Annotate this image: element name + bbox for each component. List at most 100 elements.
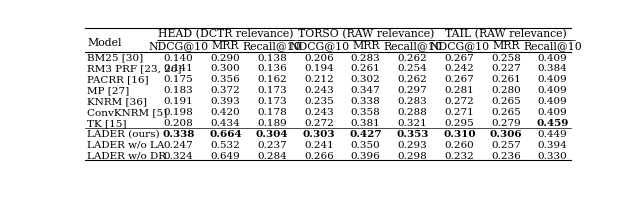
Text: 0.236: 0.236 xyxy=(491,152,521,161)
Text: 0.194: 0.194 xyxy=(304,64,334,73)
Text: BM25 [30]: BM25 [30] xyxy=(88,54,144,62)
Text: 0.290: 0.290 xyxy=(211,54,240,62)
Text: 0.254: 0.254 xyxy=(397,64,427,73)
Text: 0.409: 0.409 xyxy=(538,75,568,84)
Text: 0.304: 0.304 xyxy=(256,130,288,139)
Text: 0.372: 0.372 xyxy=(211,86,240,95)
Text: 0.265: 0.265 xyxy=(491,97,521,106)
Text: 0.321: 0.321 xyxy=(397,119,427,128)
Text: 0.427: 0.427 xyxy=(349,130,382,139)
Text: 0.232: 0.232 xyxy=(445,152,474,161)
Text: 0.141: 0.141 xyxy=(164,64,193,73)
Text: 0.302: 0.302 xyxy=(351,75,381,84)
Text: 0.310: 0.310 xyxy=(443,130,476,139)
Text: TK [15]: TK [15] xyxy=(88,119,127,128)
Text: 0.420: 0.420 xyxy=(211,108,240,117)
Text: 0.280: 0.280 xyxy=(491,86,521,95)
Text: 0.241: 0.241 xyxy=(304,141,334,150)
Text: 0.396: 0.396 xyxy=(351,152,381,161)
Text: 0.272: 0.272 xyxy=(445,97,474,106)
Text: 0.356: 0.356 xyxy=(211,75,240,84)
Text: 0.271: 0.271 xyxy=(445,108,474,117)
Text: 0.394: 0.394 xyxy=(538,141,568,150)
Text: 0.381: 0.381 xyxy=(351,119,381,128)
Text: 0.434: 0.434 xyxy=(211,119,240,128)
Text: NDCG@10: NDCG@10 xyxy=(148,41,209,51)
Text: TAIL (RAW relevance): TAIL (RAW relevance) xyxy=(445,29,567,39)
Text: 0.162: 0.162 xyxy=(257,75,287,84)
Text: 0.664: 0.664 xyxy=(209,130,242,139)
Text: 0.393: 0.393 xyxy=(211,97,240,106)
Text: 0.237: 0.237 xyxy=(257,141,287,150)
Text: 0.212: 0.212 xyxy=(304,75,334,84)
Text: 0.330: 0.330 xyxy=(538,152,568,161)
Text: 0.189: 0.189 xyxy=(257,119,287,128)
Text: 0.338: 0.338 xyxy=(163,130,195,139)
Text: MRR: MRR xyxy=(352,41,380,51)
Text: 0.242: 0.242 xyxy=(445,64,474,73)
Text: KNRM [36]: KNRM [36] xyxy=(88,97,147,106)
Text: TORSO (RAW relevance): TORSO (RAW relevance) xyxy=(298,29,434,39)
Text: 0.257: 0.257 xyxy=(491,141,521,150)
Text: LADER (ours): LADER (ours) xyxy=(88,130,160,139)
Text: 0.347: 0.347 xyxy=(351,86,381,95)
Text: 0.258: 0.258 xyxy=(491,54,521,62)
Text: PACRR [16]: PACRR [16] xyxy=(88,75,149,84)
Text: 0.288: 0.288 xyxy=(397,108,427,117)
Text: 0.261: 0.261 xyxy=(351,64,381,73)
Text: 0.243: 0.243 xyxy=(304,108,334,117)
Text: 0.140: 0.140 xyxy=(164,54,193,62)
Text: Recall@10: Recall@10 xyxy=(524,41,582,51)
Text: 0.243: 0.243 xyxy=(304,86,334,95)
Text: 0.260: 0.260 xyxy=(445,141,474,150)
Text: 0.300: 0.300 xyxy=(211,64,240,73)
Text: 0.206: 0.206 xyxy=(304,54,334,62)
Text: 0.283: 0.283 xyxy=(397,97,427,106)
Text: 0.261: 0.261 xyxy=(491,75,521,84)
Text: 0.183: 0.183 xyxy=(164,86,193,95)
Text: 0.449: 0.449 xyxy=(538,130,568,139)
Text: 0.279: 0.279 xyxy=(491,119,521,128)
Text: 0.384: 0.384 xyxy=(538,64,568,73)
Text: LADER w/o DR: LADER w/o DR xyxy=(88,152,166,161)
Text: 0.298: 0.298 xyxy=(397,152,427,161)
Text: MP [27]: MP [27] xyxy=(88,86,130,95)
Text: 0.409: 0.409 xyxy=(538,108,568,117)
Text: 0.295: 0.295 xyxy=(445,119,474,128)
Text: 0.191: 0.191 xyxy=(164,97,193,106)
Text: 0.138: 0.138 xyxy=(257,54,287,62)
Text: HEAD (DCTR relevance): HEAD (DCTR relevance) xyxy=(157,29,293,39)
Text: 0.293: 0.293 xyxy=(397,141,427,150)
Text: 0.262: 0.262 xyxy=(397,54,427,62)
Text: Recall@10: Recall@10 xyxy=(383,41,442,51)
Text: 0.338: 0.338 xyxy=(351,97,381,106)
Text: RM3 PRF [23, 26]: RM3 PRF [23, 26] xyxy=(88,64,182,73)
Text: 0.262: 0.262 xyxy=(397,75,427,84)
Text: 0.350: 0.350 xyxy=(351,141,381,150)
Text: 0.409: 0.409 xyxy=(538,86,568,95)
Text: 0.267: 0.267 xyxy=(445,54,474,62)
Text: MRR: MRR xyxy=(212,41,239,51)
Text: 0.306: 0.306 xyxy=(490,130,522,139)
Text: LADER w/o LA: LADER w/o LA xyxy=(88,141,165,150)
Text: 0.198: 0.198 xyxy=(164,108,193,117)
Text: 0.175: 0.175 xyxy=(164,75,193,84)
Text: 0.272: 0.272 xyxy=(304,119,334,128)
Text: 0.303: 0.303 xyxy=(303,130,335,139)
Text: 0.649: 0.649 xyxy=(211,152,240,161)
Text: 0.265: 0.265 xyxy=(491,108,521,117)
Text: NDCG@10: NDCG@10 xyxy=(289,41,349,51)
Text: 0.136: 0.136 xyxy=(257,64,287,73)
Text: 0.358: 0.358 xyxy=(351,108,381,117)
Text: 0.178: 0.178 xyxy=(257,108,287,117)
Text: 0.267: 0.267 xyxy=(445,75,474,84)
Text: 0.324: 0.324 xyxy=(164,152,193,161)
Text: 0.173: 0.173 xyxy=(257,97,287,106)
Text: ConvKNRM [5]: ConvKNRM [5] xyxy=(88,108,168,117)
Text: 0.227: 0.227 xyxy=(491,64,521,73)
Text: 0.283: 0.283 xyxy=(351,54,381,62)
Text: 0.266: 0.266 xyxy=(304,152,334,161)
Text: Recall@10: Recall@10 xyxy=(243,41,301,51)
Text: 0.173: 0.173 xyxy=(257,86,287,95)
Text: 0.409: 0.409 xyxy=(538,54,568,62)
